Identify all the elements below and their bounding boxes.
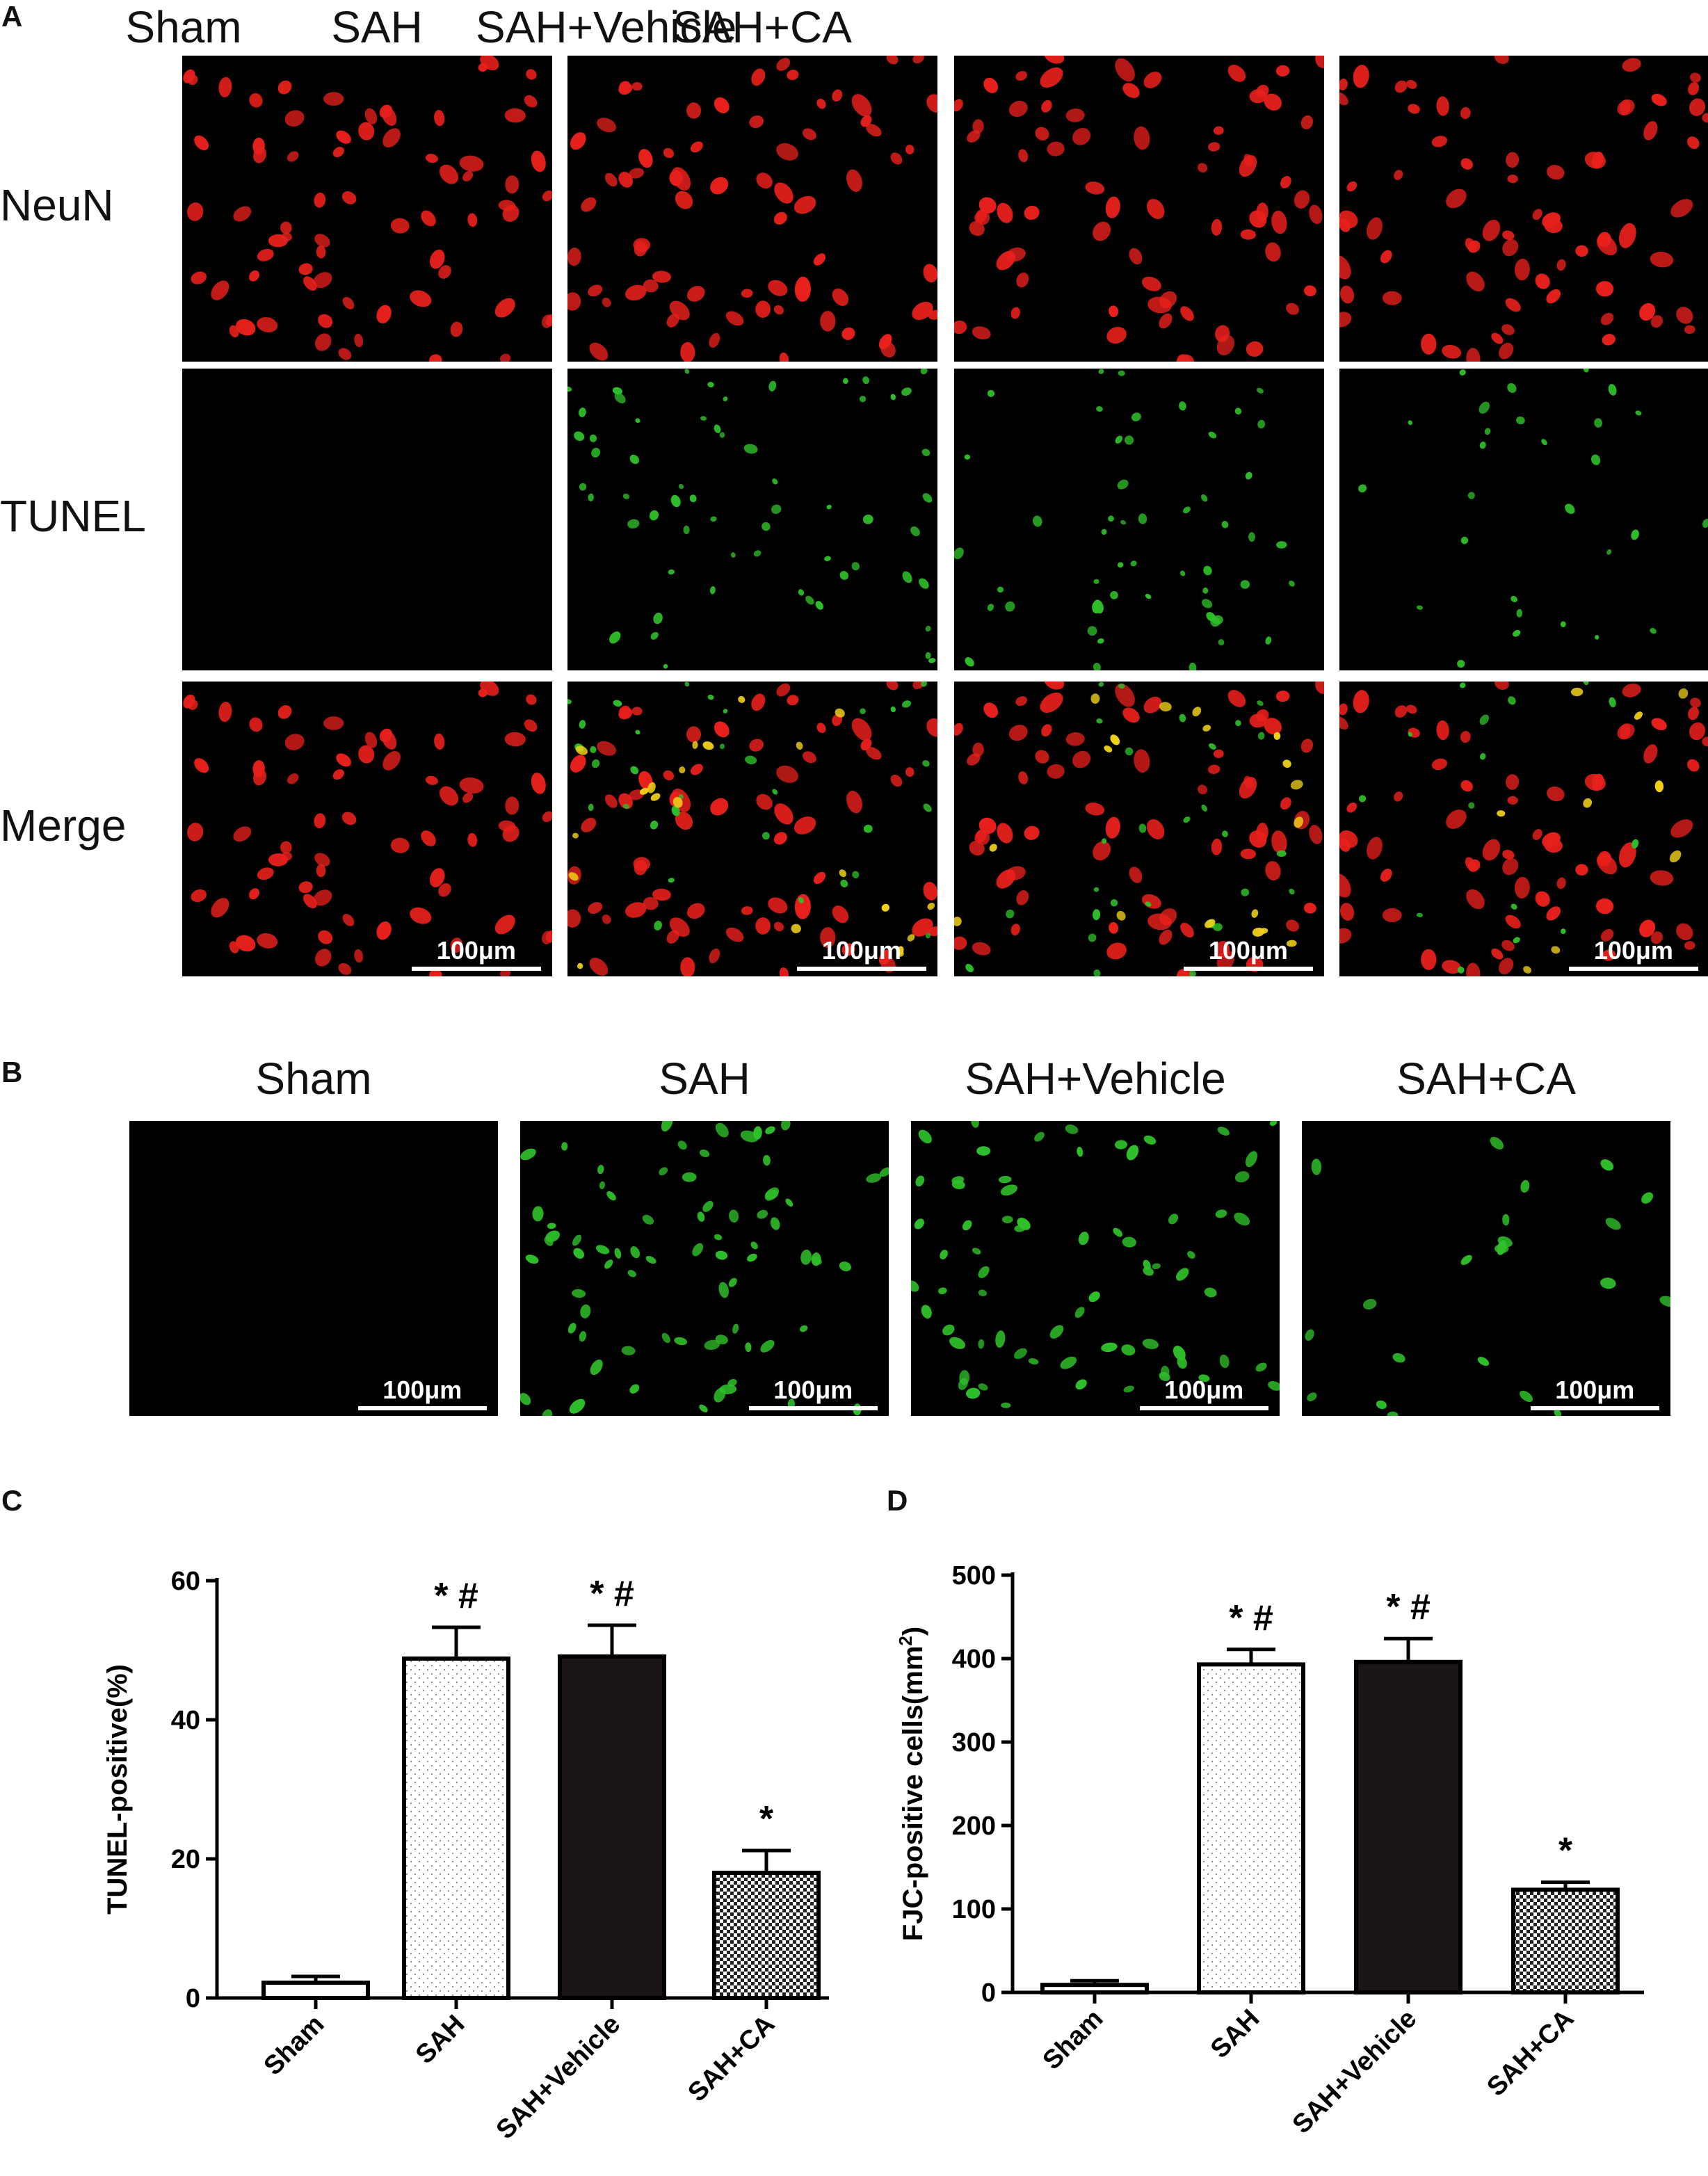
scale-bar-line — [411, 967, 541, 971]
y-axis-label-end: ) — [898, 1627, 928, 1636]
significance-mark: * # — [1386, 1587, 1431, 1627]
significance-mark: * — [759, 1799, 774, 1839]
scale-bar: 100μm — [357, 1376, 487, 1410]
significance-mark: * # — [590, 1574, 634, 1614]
bar-sah — [402, 1657, 510, 2000]
micrograph-a-merge-sah-ca: 100μm — [1339, 682, 1708, 976]
panel-a-letter: A — [1, 0, 23, 33]
bar-sah-ca — [712, 1871, 821, 2000]
micrograph-a-merge-sah-vehicle: 100μm — [954, 682, 1324, 976]
x-tick-label: Sham — [258, 2010, 330, 2081]
micrograph-a-tunel-sah-ca — [1339, 369, 1708, 670]
bar-sah — [1197, 1662, 1305, 1994]
panel-b-column-sah-vehicle: SAH+Vehicle — [965, 1054, 1226, 1104]
panel-d-letter: D — [887, 1484, 908, 1517]
panel-a-row-neun: NeuN — [0, 180, 114, 230]
y-axis-label: TUNEL-positive(%) — [102, 1664, 133, 1915]
scale-bar-label: 100μm — [821, 936, 901, 965]
scale-bar-line — [1568, 967, 1698, 971]
scale-bar-line — [748, 1406, 878, 1410]
micrograph-a-merge-sah: 100μm — [567, 682, 937, 976]
scale-bar-label: 100μm — [436, 936, 516, 965]
panel-a-column-sah: SAH — [331, 2, 423, 52]
scale-bar: 100μm — [1530, 1376, 1659, 1410]
scale-bar: 100μm — [1139, 1376, 1268, 1410]
panel-a-column-sah-vehicle: SAH+Vehicle — [476, 2, 737, 52]
micrograph-a-neun-sham — [182, 56, 552, 362]
y-axis-label: FJC-positive cells(mm2) — [895, 1627, 928, 1941]
micrograph-b-fjc-sah-vehicle: 100μm — [911, 1121, 1280, 1416]
y-tick-label: 20 — [171, 1845, 200, 1874]
panel-a-column-sah-ca: SAH+CA — [672, 2, 852, 52]
micrograph-a-neun-sah — [567, 56, 937, 362]
scale-bar-label: 100μm — [773, 1376, 853, 1404]
y-tick-label: 0 — [186, 1984, 200, 2013]
y-tick-label: 40 — [171, 1706, 200, 1735]
scale-bar-line — [1139, 1406, 1268, 1410]
panel-b-column-sah: SAH — [659, 1054, 750, 1104]
scale-bar-line — [357, 1406, 487, 1410]
x-tick-label: SAH+Vehicle — [491, 2010, 627, 2145]
y-tick-label: 100 — [952, 1895, 996, 1924]
x-tick-label: SAH — [1205, 2004, 1265, 2064]
y-axis-label-superscript: 2 — [895, 1636, 916, 1645]
scale-bar-line — [1183, 967, 1313, 971]
y-tick-label: 0 — [981, 1978, 996, 2008]
micrograph-a-neun-sah-ca — [1339, 56, 1708, 362]
y-tick-label: 300 — [952, 1728, 996, 1757]
x-tick-label: SAH+CA — [1481, 2004, 1579, 2102]
x-tick-label: SAH+CA — [682, 2010, 780, 2108]
panel-a-column-sham: Sham — [125, 2, 242, 52]
bar-sah-vehicle — [1354, 1659, 1463, 1995]
significance-mark: * # — [1229, 1598, 1273, 1638]
y-tick-label: 400 — [952, 1645, 996, 1674]
scale-bar-label: 100μm — [1555, 1376, 1635, 1404]
micrograph-b-fjc-sah: 100μm — [520, 1121, 889, 1416]
scale-bar: 100μm — [411, 936, 541, 971]
scale-bar-line — [796, 967, 926, 971]
micrograph-a-tunel-sah — [567, 369, 937, 670]
scale-bar: 100μm — [1183, 936, 1313, 971]
micrograph-b-fjc-sham: 100μm — [129, 1121, 498, 1416]
micrograph-b-fjc-sah-ca: 100μm — [1302, 1121, 1670, 1416]
panel-b-column-sah-ca: SAH+CA — [1396, 1054, 1576, 1104]
micrograph-a-tunel-sah-vehicle — [954, 369, 1324, 670]
panel-c-bar-chart: 0 20 40 60 TUNEL-positive(%) Sham SAH * # SAH+Ve… — [0, 1509, 835, 2173]
bar-sah-ca — [1511, 1887, 1620, 1995]
scale-bar-label: 100μm — [1164, 1376, 1244, 1404]
scale-bar-label: 100μm — [1208, 936, 1288, 965]
scale-bar-label: 100μm — [382, 1376, 462, 1404]
micrograph-a-tunel-sham — [182, 369, 552, 670]
micrograph-a-merge-sham: 100μm — [182, 682, 552, 976]
significance-mark: * — [1558, 1831, 1573, 1871]
scale-bar: 100μm — [748, 1376, 878, 1410]
y-tick-label: 60 — [171, 1567, 200, 1596]
y-tick-label: 200 — [952, 1812, 996, 1841]
x-tick-label: Sham — [1037, 2004, 1109, 2076]
x-tick-label: SAH — [410, 2010, 470, 2070]
panel-b-letter: B — [1, 1056, 23, 1088]
panel-a-row-tunel: TUNEL — [0, 491, 146, 541]
panel-c-letter: C — [1, 1484, 23, 1517]
bar-sham — [1040, 1983, 1149, 1995]
scale-bar: 100μm — [1568, 936, 1698, 971]
scale-bar: 100μm — [796, 936, 926, 971]
panel-d-bar-chart: 0 100 200 300 400 500 FJC-positive cells(mm2) S… — [876, 1509, 1708, 2173]
panel-b-column-sham: Sham — [255, 1054, 372, 1104]
significance-mark: * # — [434, 1576, 478, 1616]
micrograph-a-neun-sah-vehicle — [954, 56, 1324, 362]
panel-a-row-merge: Merge — [0, 800, 127, 851]
scale-bar-label: 100μm — [1593, 936, 1673, 965]
y-tick-label: 500 — [952, 1561, 996, 1590]
bar-sah-vehicle — [558, 1654, 666, 2000]
scale-bar-line — [1530, 1406, 1659, 1410]
bar-sham — [261, 1981, 370, 2000]
x-tick-label: SAH+Vehicle — [1287, 2004, 1423, 2140]
